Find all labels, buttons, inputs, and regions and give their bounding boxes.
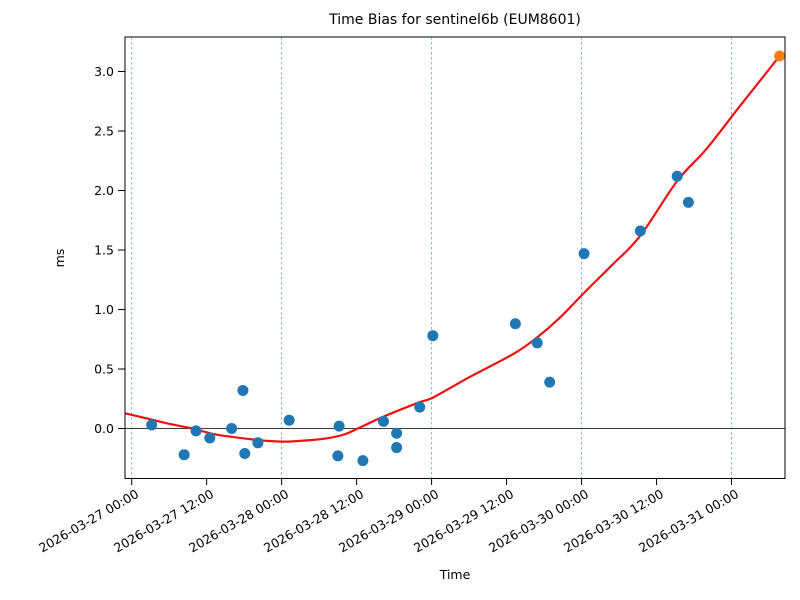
scatter-point	[357, 455, 369, 467]
y-tick-label: 1.5	[94, 243, 114, 258]
y-tick-label: 2.5	[94, 124, 114, 139]
scatter-point	[190, 425, 202, 437]
scatter-point	[283, 414, 295, 426]
scatter-point	[531, 337, 543, 349]
polynomial-fit-line	[125, 54, 781, 443]
x-axis-ticks	[131, 478, 733, 485]
latest-point	[774, 50, 785, 62]
y-tick-label: 1.0	[94, 302, 114, 317]
y-axis-label: ms	[52, 249, 67, 268]
scatter-point	[239, 448, 251, 460]
y-tick-label: 2.0	[94, 183, 114, 198]
scatter-point	[427, 330, 439, 342]
y-tick-label: 3.0	[94, 64, 114, 79]
scatter-point	[252, 437, 264, 449]
y-axis-ticks	[118, 71, 125, 430]
scatter-point	[146, 419, 158, 431]
scatter-point	[332, 450, 344, 462]
scatter-point	[391, 442, 403, 454]
vertical-gridlines	[131, 37, 732, 479]
scatter-point	[671, 170, 683, 182]
scatter-point	[544, 376, 556, 388]
scatter-point	[178, 449, 190, 461]
scatter-point	[578, 248, 590, 260]
x-axis-label: Time	[439, 567, 471, 582]
scatter-point	[204, 432, 216, 444]
scatter-point	[237, 384, 249, 396]
scatter-point	[377, 415, 389, 427]
scatter-point	[509, 318, 521, 330]
plot-border	[124, 36, 786, 479]
scatter-point	[634, 225, 646, 237]
scatter-point	[226, 423, 238, 435]
scatter-point	[682, 196, 694, 208]
y-tick-label: 0.5	[94, 362, 114, 377]
scatter-point	[391, 427, 403, 439]
scatter-point	[414, 401, 426, 413]
scatter-point	[333, 420, 345, 432]
scatter-points	[146, 50, 785, 467]
y-tick-label: 0.0	[94, 421, 114, 436]
chart-title: Time Bias for sentinel6b (EUM8601)	[328, 12, 581, 28]
y-axis-tick-labels: 0.0 0.5 1.0 1.5 2.0 2.5 3.0	[94, 64, 114, 436]
fit-curve	[125, 54, 781, 443]
